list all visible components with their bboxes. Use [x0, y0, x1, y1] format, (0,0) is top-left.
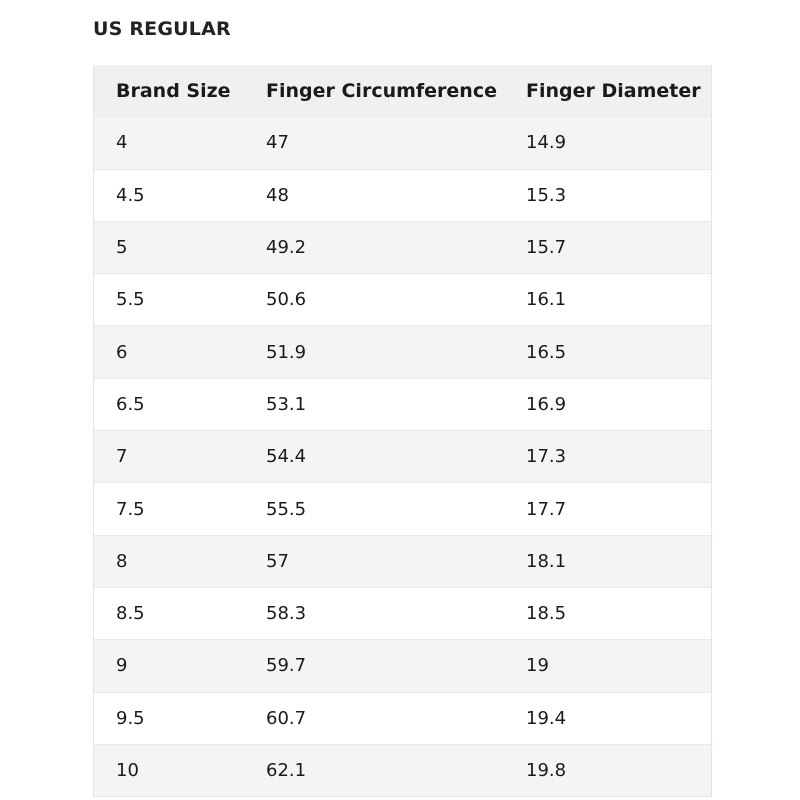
diameter-cell: 18.5	[526, 603, 567, 625]
brand-size-cell: 4.5	[116, 184, 145, 206]
brand-size-cell: 6	[116, 341, 128, 363]
diameter-cell: 19	[526, 655, 549, 677]
circumference-cell: 59.7	[266, 655, 307, 677]
diameter-cell: 17.7	[526, 498, 567, 520]
table-row: 5.5 50.6 16.1	[94, 274, 711, 327]
table-title: US REGULAR	[93, 18, 231, 40]
brand-size-cell: 5.5	[116, 289, 145, 311]
circumference-cell: 58.3	[266, 603, 307, 625]
table-row: 6.5 53.1 16.9	[94, 378, 711, 432]
circumference-cell: 48	[266, 184, 289, 206]
circumference-cell: 47	[266, 132, 289, 154]
table-row: 9.5 60.7 19.4	[94, 692, 711, 745]
table-body: 4 47 14.9 4.5 48 15.3 5 49.2 15.7 5.5 50.6 16.1 6 51.…	[94, 117, 711, 798]
brand-size-cell: 8.5	[116, 603, 145, 625]
table-header-row: Brand Size Finger Circumference Finger D…	[94, 65, 711, 118]
circumference-cell: 53.1	[266, 393, 307, 415]
table-row: 6 51.9 16.5	[94, 326, 711, 379]
table-row: 7.5 55.5 17.7	[94, 483, 711, 536]
table-row: 5 49.2 15.7	[94, 221, 711, 275]
header-finger-circumference: Finger Circumference	[266, 79, 497, 102]
header-brand-size: Brand Size	[116, 79, 231, 102]
circumference-cell: 50.6	[266, 289, 307, 311]
brand-size-cell: 7.5	[116, 498, 145, 520]
circumference-cell: 62.1	[266, 760, 307, 781]
brand-size-cell: 9.5	[116, 707, 145, 729]
diameter-cell: 19.4	[526, 707, 567, 729]
size-table: Brand Size Finger Circumference Finger D…	[93, 65, 712, 798]
brand-size-cell: 9	[116, 655, 128, 677]
brand-size-cell: 5	[116, 237, 128, 259]
diameter-cell: 19.8	[526, 760, 567, 781]
brand-size-cell: 10	[116, 760, 139, 781]
circumference-cell: 60.7	[266, 707, 307, 729]
table-row: 4.5 48 15.3	[94, 169, 711, 222]
circumference-cell: 57	[266, 550, 289, 572]
brand-size-cell: 7	[116, 446, 128, 468]
diameter-cell: 14.9	[526, 132, 567, 154]
diameter-cell: 16.9	[526, 393, 567, 415]
circumference-cell: 55.5	[266, 498, 307, 520]
circumference-cell: 49.2	[266, 237, 307, 259]
diameter-cell: 15.7	[526, 237, 567, 259]
diameter-cell: 16.1	[526, 289, 567, 311]
table-row: 8 57 18.1	[94, 535, 711, 588]
table-row: 7 54.4 17.3	[94, 431, 711, 484]
circumference-cell: 54.4	[266, 446, 307, 468]
header-finger-diameter: Finger Diameter	[526, 79, 701, 102]
diameter-cell: 17.3	[526, 446, 567, 468]
table-row: 4 47 14.9	[94, 117, 711, 170]
brand-size-cell: 8	[116, 550, 128, 572]
diameter-cell: 18.1	[526, 550, 567, 572]
table-row: 8.5 58.3 18.5	[94, 587, 711, 641]
table-row: 10 62.1 19.8	[94, 744, 711, 798]
diameter-cell: 16.5	[526, 341, 567, 363]
diameter-cell: 15.3	[526, 184, 567, 206]
brand-size-cell: 4	[116, 132, 128, 154]
circumference-cell: 51.9	[266, 341, 307, 363]
table-row: 9 59.7 19	[94, 640, 711, 693]
brand-size-cell: 6.5	[116, 393, 145, 415]
